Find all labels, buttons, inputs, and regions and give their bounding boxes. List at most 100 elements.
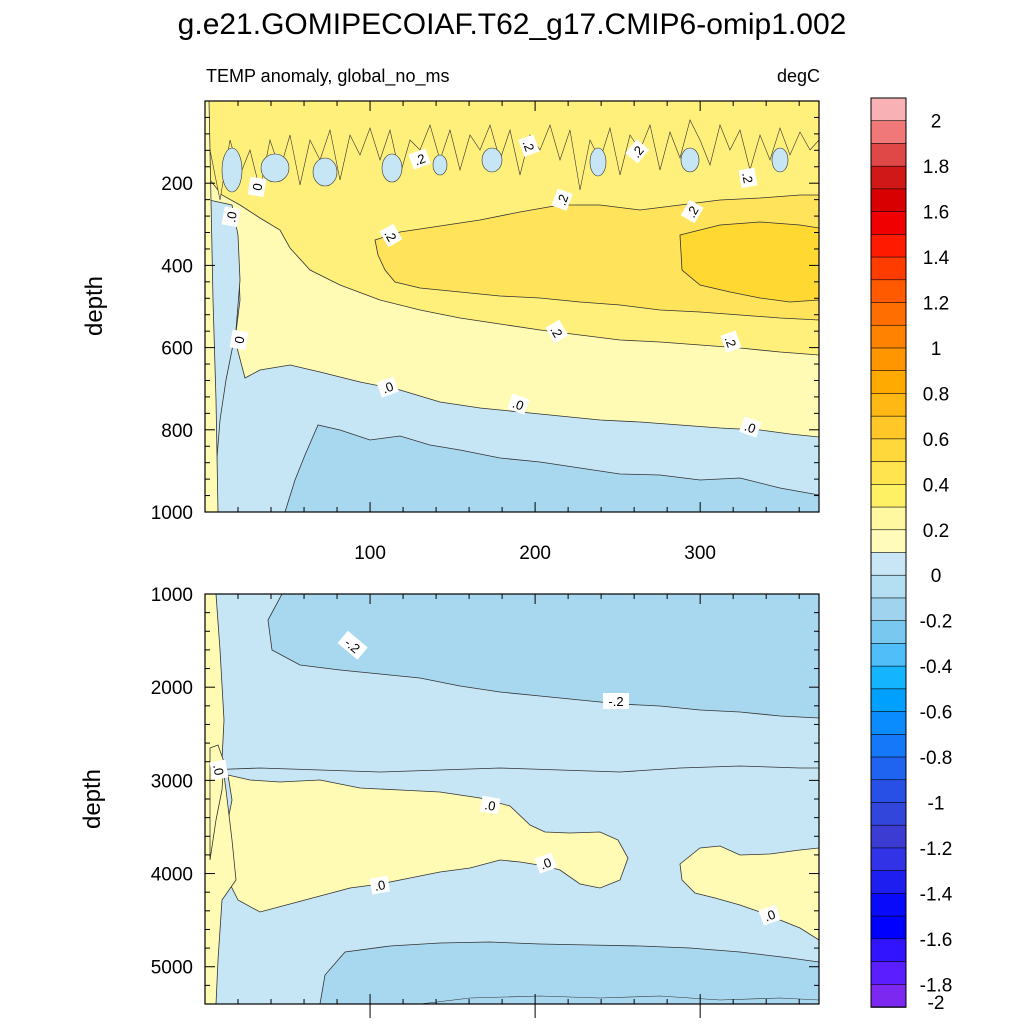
- colorbar-swatch: [870, 484, 907, 508]
- y-tick-label: 3000: [151, 771, 193, 792]
- contour-label: .2: [379, 223, 403, 248]
- colorbar-swatch: [870, 802, 907, 826]
- contour-label: .2: [408, 148, 431, 170]
- contour-label: .2: [545, 319, 569, 344]
- colorbar-label: -0.4: [920, 657, 953, 678]
- colorbar-swatch: [870, 665, 907, 690]
- colorbar-label: 0.6: [923, 430, 949, 451]
- colorbar-swatch: [870, 97, 907, 122]
- colorbar-label: 1.8: [923, 157, 949, 178]
- upper-region-surface: [205, 101, 819, 201]
- upper-contour-labels: .2 .2 .2 .2 .2 .2 .2 0 .0 0 .2 .2 .0 .0 …: [221, 134, 762, 438]
- contour-label: .2: [680, 199, 704, 224]
- lower-contour-labels: -.2 -.2 .0 .0 .0 .0 .0: [209, 630, 781, 926]
- colorbar-swatch: [870, 620, 907, 645]
- svg-text:0: 0: [249, 182, 265, 192]
- svg-text:.0: .0: [223, 210, 240, 223]
- upper-y-axis-label: depth: [81, 276, 108, 336]
- contour-label: .2: [551, 188, 573, 211]
- contour-label: .0: [369, 875, 391, 895]
- colorbar-label: 1.4: [923, 248, 950, 269]
- contour-label: 0: [229, 329, 249, 351]
- lower-region-p01-right: [679, 845, 819, 941]
- colorbar-label: 1: [931, 339, 942, 360]
- colorbar-swatch: [870, 279, 907, 304]
- colorbar-swatch: [870, 324, 907, 349]
- colorbar-swatch: [870, 529, 907, 554]
- colorbar-swatch: [870, 438, 907, 463]
- upper-region-p03: [374, 194, 819, 321]
- svg-text:.0: .0: [743, 419, 758, 437]
- svg-text:-.2: -.2: [608, 694, 623, 709]
- contour-label: 0: [247, 176, 267, 198]
- colorbar-label: 0.8: [923, 384, 949, 405]
- upper-axes: 200 400 600 800 1000 100 200 300: [151, 100, 819, 564]
- colorbar-swatch: [870, 120, 907, 145]
- y-tick-label: 600: [161, 339, 193, 360]
- colorbar-label: 0: [931, 566, 942, 587]
- upper-surface-cold-pockets: [221, 147, 789, 193]
- colorbar-label: -0.6: [920, 703, 953, 724]
- lower-y-axis-label: depth: [79, 769, 106, 829]
- colorbar-swatch: [870, 961, 907, 986]
- lower-region-n02-band: [267, 594, 819, 719]
- colorbar-label: -1.4: [920, 884, 953, 905]
- svg-text:0: 0: [231, 335, 247, 345]
- lower-region-n02-bottom: [319, 941, 819, 1004]
- colorbar-label: 0.2: [923, 521, 949, 542]
- svg-text:.0: .0: [483, 797, 496, 814]
- colorbar-swatch: [870, 915, 907, 940]
- lower-region-n02-core: [205, 765, 819, 773]
- colorbar-swatch: [870, 688, 907, 713]
- colorbar-swatch: [870, 756, 907, 781]
- contour-label: -.2: [337, 630, 368, 660]
- lower-panel: -.2 -.2 .0 .0 .0 .0 .0: [205, 594, 819, 1004]
- colorbar-swatch: [870, 393, 907, 417]
- colorbar-frame: [870, 97, 907, 1008]
- colorbar-swatch: [870, 211, 907, 236]
- y-tick-label: 200: [161, 174, 193, 195]
- upper-region-n02: [284, 424, 819, 512]
- y-tick-label: 2000: [151, 678, 193, 699]
- contour-label: .2: [738, 167, 758, 189]
- colorbar-swatch: [870, 143, 907, 167]
- colorbar-swatch: [870, 983, 907, 1008]
- colorbar-label: 1.2: [923, 294, 949, 315]
- colorbar-swatch: [870, 597, 907, 622]
- contour-label: .0: [376, 376, 399, 398]
- svg-text:.2: .2: [412, 151, 427, 169]
- colorbar-swatch: [870, 733, 907, 758]
- x-tick-label: 200: [519, 543, 551, 564]
- svg-text:.0: .0: [762, 907, 777, 925]
- colorbar-swatch: [870, 824, 907, 849]
- lower-axes: 1000 2000 3000 4000 5000: [151, 585, 819, 1018]
- svg-text:.2: .2: [554, 192, 572, 207]
- colorbar-swatch: [870, 870, 907, 895]
- colorbar-label: -0.8: [920, 748, 953, 769]
- contour-label: .0: [209, 759, 229, 781]
- colorbar-swatch: [870, 847, 907, 872]
- contour-label: .2: [518, 134, 540, 157]
- contour-label: .2: [625, 139, 650, 164]
- colorbar-label: 0.4: [923, 475, 950, 496]
- svg-text:.0: .0: [380, 379, 395, 397]
- svg-text:.2: .2: [739, 171, 756, 184]
- colorbar-label: 2: [931, 112, 942, 133]
- colorbar-swatch: [870, 370, 907, 395]
- colorbar-swatch: [870, 893, 907, 917]
- y-tick-label: 400: [161, 256, 193, 277]
- colorbar-swatch: [870, 779, 907, 804]
- colorbar-swatch: [870, 256, 907, 281]
- chart-title: g.e21.GOMIPECOIAF.T62_g17.CMIP6-omip1.00…: [178, 8, 847, 41]
- contour-label: .0: [479, 795, 501, 815]
- colorbar-swatch: [870, 938, 907, 963]
- subtitle-right: degC: [777, 66, 820, 86]
- upper-region-p04: [679, 221, 819, 303]
- y-tick-label: 1000: [151, 503, 193, 524]
- upper-panel: .2 .2 .2 .2 .2 .2 .2 0 .0 0 .2 .2 .0 .0 …: [205, 101, 819, 512]
- colorbar-label: -2: [928, 993, 945, 1014]
- svg-text:.0: .0: [210, 763, 227, 776]
- colorbar: 2 1.8 1.6 1.4 1.2 1 0.8 0.6 0.4 0.2 0 -0.2 -0.4 -0.6 -…: [870, 97, 953, 1014]
- colorbar-swatch: [870, 552, 907, 577]
